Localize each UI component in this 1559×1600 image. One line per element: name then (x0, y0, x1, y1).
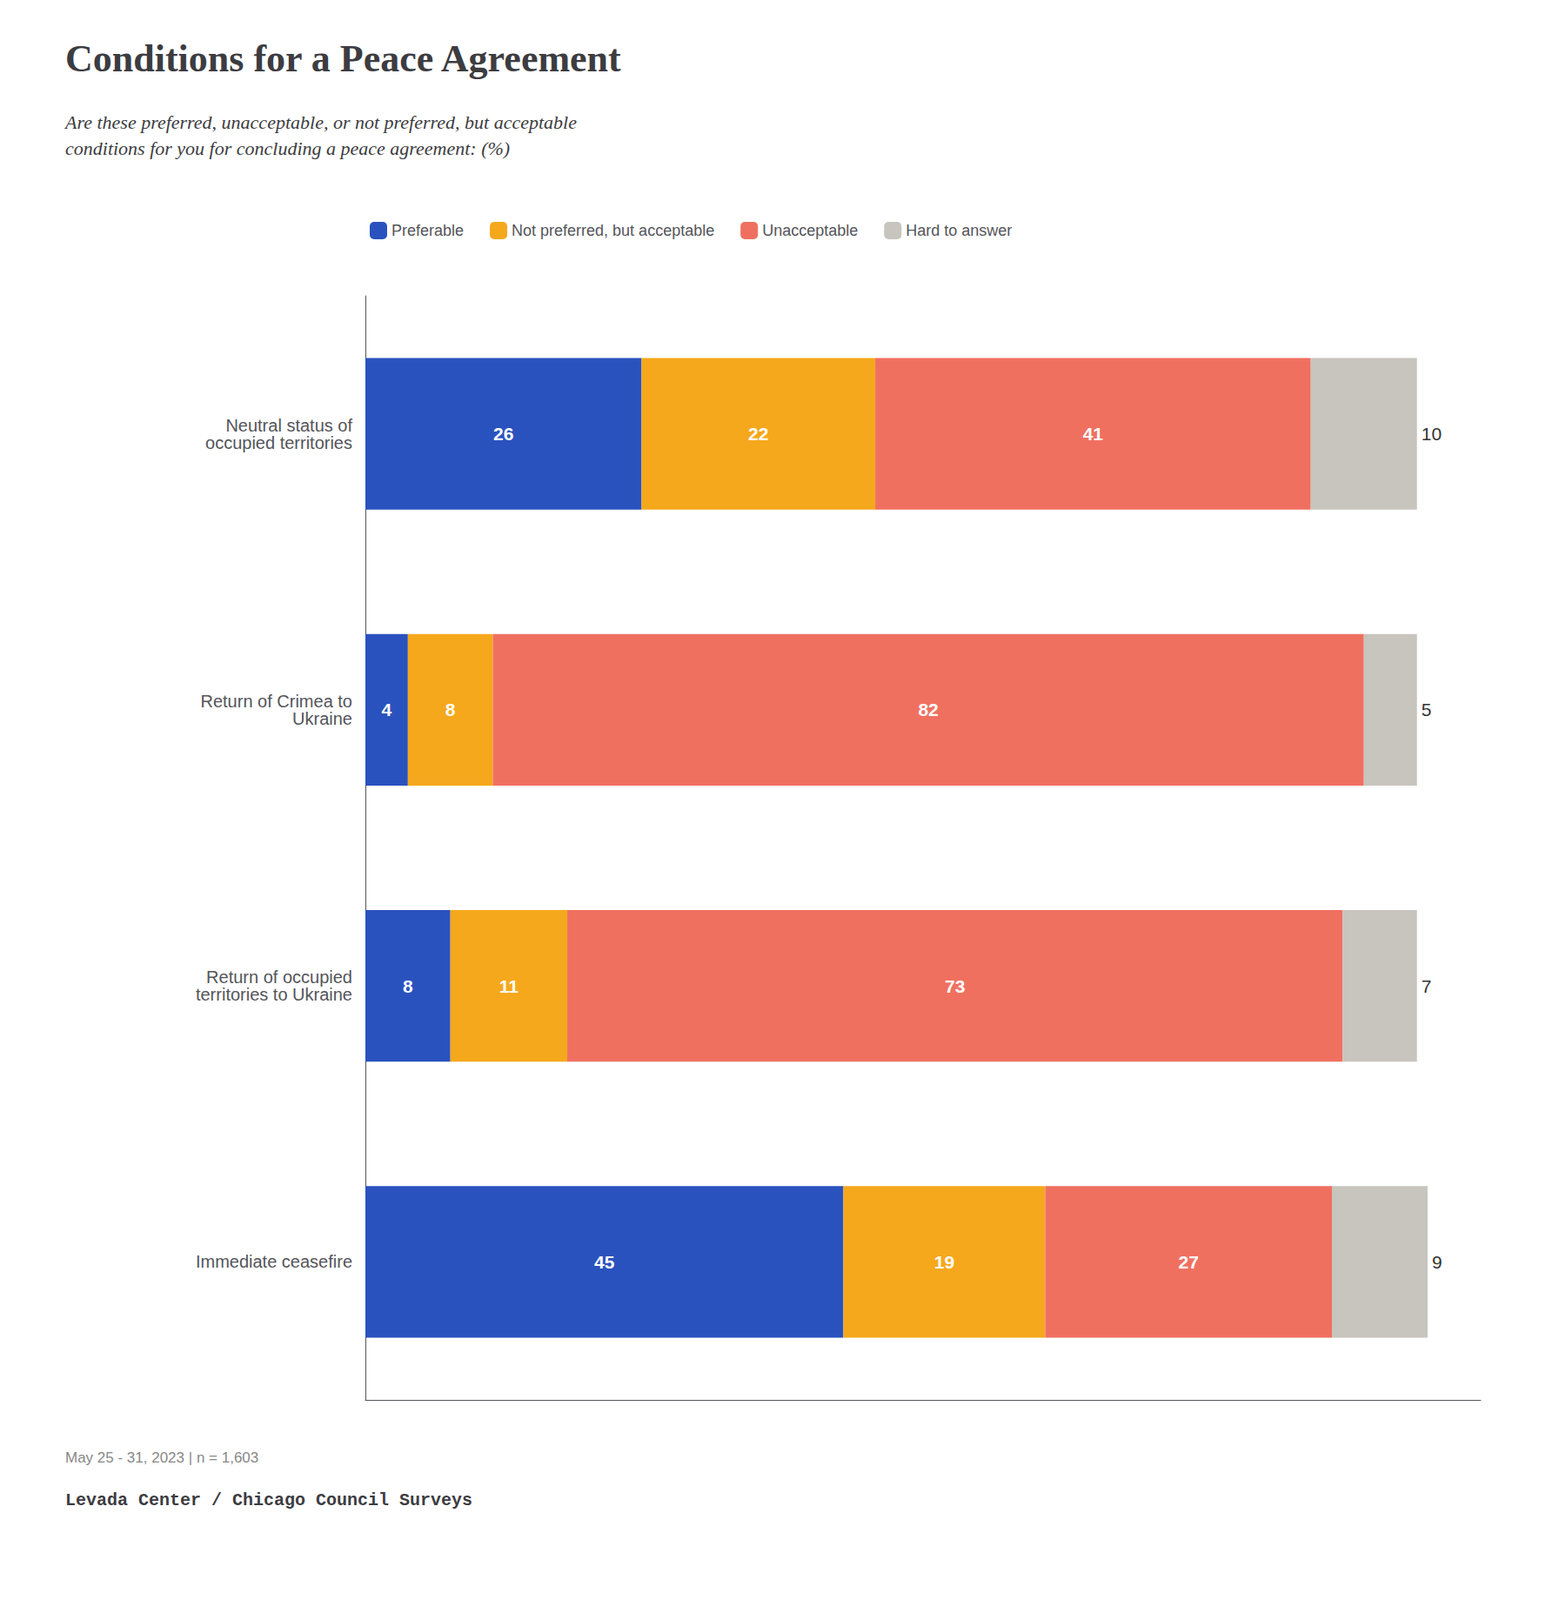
svg-text:4: 4 (381, 699, 393, 720)
svg-text:Not preferred, but acceptable: Not preferred, but acceptable (511, 221, 715, 240)
svg-text:Return of occupied: Return of occupied (206, 967, 353, 987)
svg-text:Conditions for a Peace Agreeme: Conditions for a Peace Agreement (65, 37, 622, 81)
svg-text:Unacceptable: Unacceptable (762, 221, 858, 240)
svg-text:5: 5 (1421, 699, 1432, 720)
svg-text:19: 19 (934, 1251, 955, 1272)
svg-text:73: 73 (944, 976, 965, 997)
svg-text:territories to Ukraine: territories to Ukraine (195, 984, 353, 1004)
svg-text:8: 8 (445, 699, 456, 720)
svg-text:occupied territories: occupied territories (205, 433, 353, 453)
svg-text:conditions for you for conclud: conditions for you for concluding a peac… (65, 137, 510, 160)
svg-text:Preferable: Preferable (391, 221, 464, 240)
svg-text:Return of Crimea to: Return of Crimea to (200, 691, 353, 711)
svg-text:Ukraine: Ukraine (292, 709, 353, 729)
svg-text:7: 7 (1421, 976, 1432, 997)
svg-text:Are these preferred, unaccepta: Are these preferred, unacceptable, or no… (63, 111, 577, 134)
svg-text:10: 10 (1421, 423, 1442, 444)
svg-text:26: 26 (493, 423, 514, 444)
svg-text:Hard to answer: Hard to answer (905, 221, 1012, 240)
svg-text:45: 45 (594, 1251, 616, 1272)
svg-text:Neutral status of: Neutral status of (225, 415, 353, 435)
svg-text:May 25 - 31, 2023 | n = 1,603: May 25 - 31, 2023 | n = 1,603 (65, 1449, 259, 1466)
svg-text:22: 22 (748, 423, 769, 444)
svg-text:82: 82 (917, 699, 938, 720)
svg-text:41: 41 (1083, 423, 1105, 444)
svg-text:11: 11 (499, 976, 520, 997)
svg-text:Immediate ceasefire: Immediate ceasefire (195, 1251, 353, 1272)
svg-text:27: 27 (1178, 1251, 1199, 1272)
svg-text:8: 8 (402, 976, 414, 997)
svg-text:Levada Center / Chicago Counci: Levada Center / Chicago Council Surveys (65, 1490, 473, 1511)
svg-text:9: 9 (1431, 1251, 1443, 1272)
